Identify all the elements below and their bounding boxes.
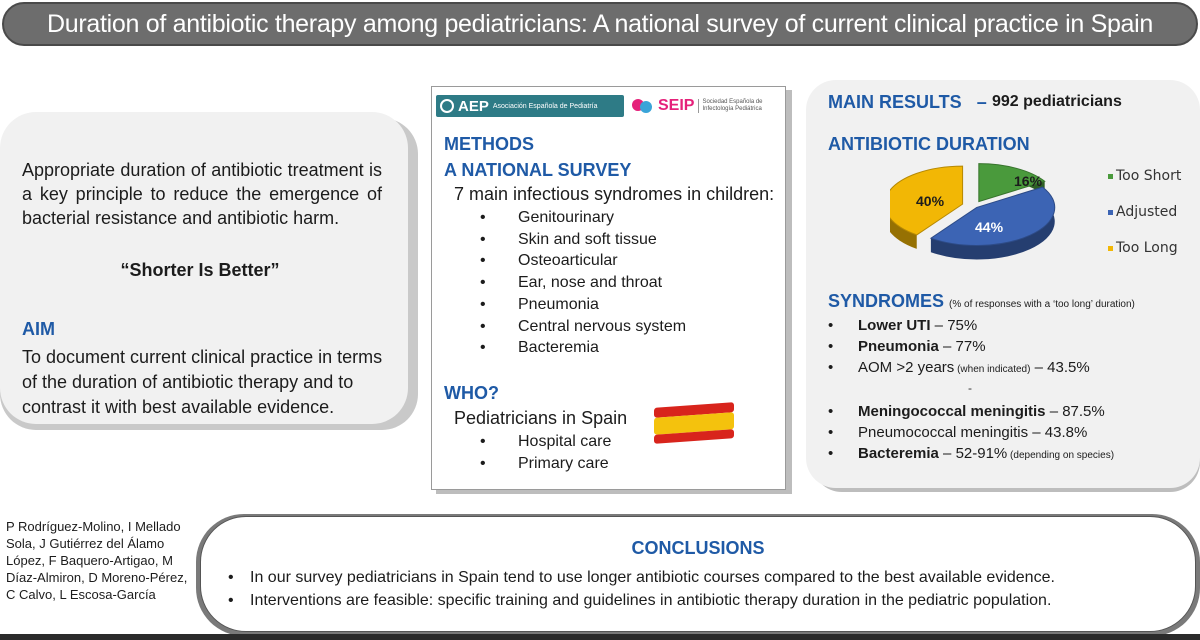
syndrome-result-item: Pneumonia – 77% bbox=[828, 336, 1090, 357]
legend-swatch bbox=[1108, 209, 1113, 215]
who-list: Hospital care Primary care bbox=[480, 431, 611, 474]
syndrome-value: – 43.8% bbox=[1028, 424, 1088, 441]
syndrome-value: – 43.5% bbox=[1030, 359, 1090, 376]
list-item: Genitourinary bbox=[480, 207, 686, 229]
conclusions-list: In our survey pediatricians in Spain ten… bbox=[228, 566, 1055, 612]
author-list: P Rodríguez-Molino, I Mellado Sola, J Gu… bbox=[6, 519, 188, 602]
syndrome-result-item: Lower UTI – 75% bbox=[828, 315, 1090, 336]
aim-text: To document current clinical practice in… bbox=[22, 347, 383, 417]
pie-label-too-short: 16% bbox=[1014, 173, 1043, 189]
legend-too-short: Too Short bbox=[1108, 168, 1181, 184]
list-item: Skin and soft tissue bbox=[480, 229, 686, 251]
spain-flag-icon bbox=[654, 402, 734, 444]
syndromes-note: (% of responses with a ‘too long’ durati… bbox=[949, 299, 1135, 310]
title-banner: Duration of antibiotic therapy among ped… bbox=[2, 2, 1198, 46]
syndrome-result-item: Meningococcal meningitis – 87.5% bbox=[828, 401, 1114, 422]
legend-adjusted: Adjusted bbox=[1108, 204, 1177, 220]
list-item: Central nervous system bbox=[480, 316, 686, 338]
syndrome-note: (depending on species) bbox=[1007, 450, 1115, 461]
list-item: Primary care bbox=[480, 453, 611, 475]
syndrome-name: Bacteremia bbox=[858, 445, 939, 462]
intro-panel bbox=[0, 112, 408, 424]
syndrome-value: – 87.5% bbox=[1045, 403, 1105, 420]
legend-swatch bbox=[1108, 173, 1113, 179]
syndromes-label: SYNDROMES bbox=[828, 291, 945, 311]
pie-label-too-long: 40% bbox=[916, 193, 945, 209]
legend-label: Too Long bbox=[1116, 240, 1178, 256]
syndrome-value: – 52-91% bbox=[938, 445, 1008, 462]
bottom-edge bbox=[0, 634, 1200, 640]
list-item: Osteoarticular bbox=[480, 250, 686, 272]
syndrome-note: (when indicated) bbox=[954, 364, 1031, 375]
duration-pie-chart bbox=[890, 163, 1056, 260]
legend-label: Adjusted bbox=[1116, 204, 1178, 220]
heading-dash: – bbox=[976, 92, 987, 112]
methods-syndrome-list: Genitourinary Skin and soft tissue Osteo… bbox=[480, 207, 686, 359]
seip-logo: SEIP Sociedad Española de Infectología P… bbox=[632, 96, 774, 116]
conclusions-heading: CONCLUSIONS bbox=[631, 538, 765, 558]
pie-slice-too-long bbox=[890, 165, 964, 236]
seip-mark-icon bbox=[632, 96, 654, 116]
list-item: Hospital care bbox=[480, 431, 611, 453]
list-item: Interventions are feasible: specific tra… bbox=[228, 589, 1055, 612]
syndrome-value: – 77% bbox=[938, 338, 986, 355]
aim-heading: AIM bbox=[22, 319, 55, 339]
syndromes-intro: 7 main infectious syndromes in children: bbox=[454, 184, 775, 204]
syndrome-results-list-2: Meningococcal meningitis – 87.5%Pneumoco… bbox=[828, 401, 1114, 466]
pie-slice-too-short bbox=[978, 163, 1046, 203]
syndromes-heading: SYNDROMES (% of responses with a ‘too lo… bbox=[828, 291, 1135, 312]
syndrome-name: AOM >2 years bbox=[858, 359, 955, 376]
list-separator: - bbox=[968, 381, 972, 395]
list-item: Ear, nose and throat bbox=[480, 272, 686, 294]
syndrome-name: Pneumonia bbox=[858, 338, 939, 355]
pie-slice-side bbox=[930, 187, 1055, 260]
aep-emblem-icon bbox=[440, 99, 454, 113]
methods-panel: AEP Asociación Española de Pediatría SEI… bbox=[431, 86, 786, 490]
syndrome-name: Lower UTI bbox=[858, 317, 931, 334]
motto: “Shorter Is Better” bbox=[120, 260, 280, 280]
syndrome-result-item: Bacteremia – 52-91% (depending on specie… bbox=[828, 443, 1114, 466]
who-heading: WHO? bbox=[444, 383, 499, 403]
aep-name: Asociación Española de Pediatría bbox=[492, 102, 598, 110]
pie-label-adjusted: 44% bbox=[975, 219, 1004, 235]
survey-heading: A NATIONAL SURVEY bbox=[444, 160, 632, 180]
list-item: Bacteremia bbox=[480, 337, 686, 359]
methods-heading: METHODS bbox=[444, 134, 534, 154]
logo-row: AEP Asociación Española de Pediatría SEI… bbox=[436, 91, 780, 121]
syndrome-value: – 75% bbox=[930, 317, 978, 334]
list-item: In our survey pediatricians in Spain ten… bbox=[228, 566, 1055, 589]
seip-name: Sociedad Española de Infectología Pediát… bbox=[698, 99, 774, 113]
pie-slice-adjusted bbox=[929, 186, 1056, 246]
who-text: Pediatricians in Spain bbox=[454, 408, 628, 428]
legend-swatch bbox=[1108, 245, 1113, 251]
duration-heading: ANTIBIOTIC DURATION bbox=[828, 134, 1030, 154]
syndrome-result-item: Pneumococcal meningitis – 43.8% bbox=[828, 422, 1114, 443]
legend-too-long: Too Long bbox=[1108, 240, 1178, 256]
syndrome-result-item: AOM >2 years (when indicated) – 43.5% bbox=[828, 357, 1090, 380]
poster-title: Duration of antibiotic therapy among ped… bbox=[46, 9, 1154, 38]
respondent-count: 992 pediatricians bbox=[992, 93, 1122, 110]
syndrome-name: Pneumococcal meningitis bbox=[858, 424, 1029, 441]
aep-abbreviation: AEP bbox=[458, 97, 489, 115]
intro-text: Appropriate duration of antibiotic treat… bbox=[22, 160, 382, 228]
seip-abbreviation: SEIP bbox=[658, 97, 695, 114]
list-item: Pneumonia bbox=[480, 294, 686, 316]
legend-label: Too Short bbox=[1116, 168, 1182, 184]
main-results-label: MAIN RESULTS bbox=[828, 92, 962, 112]
syndrome-results-list: Lower UTI – 75%Pneumonia – 77%AOM >2 yea… bbox=[828, 315, 1090, 380]
syndrome-name: Meningococcal meningitis bbox=[858, 403, 1046, 420]
aep-logo: AEP Asociación Española de Pediatría bbox=[436, 95, 624, 117]
main-results-heading: MAIN RESULTS – bbox=[828, 92, 987, 113]
